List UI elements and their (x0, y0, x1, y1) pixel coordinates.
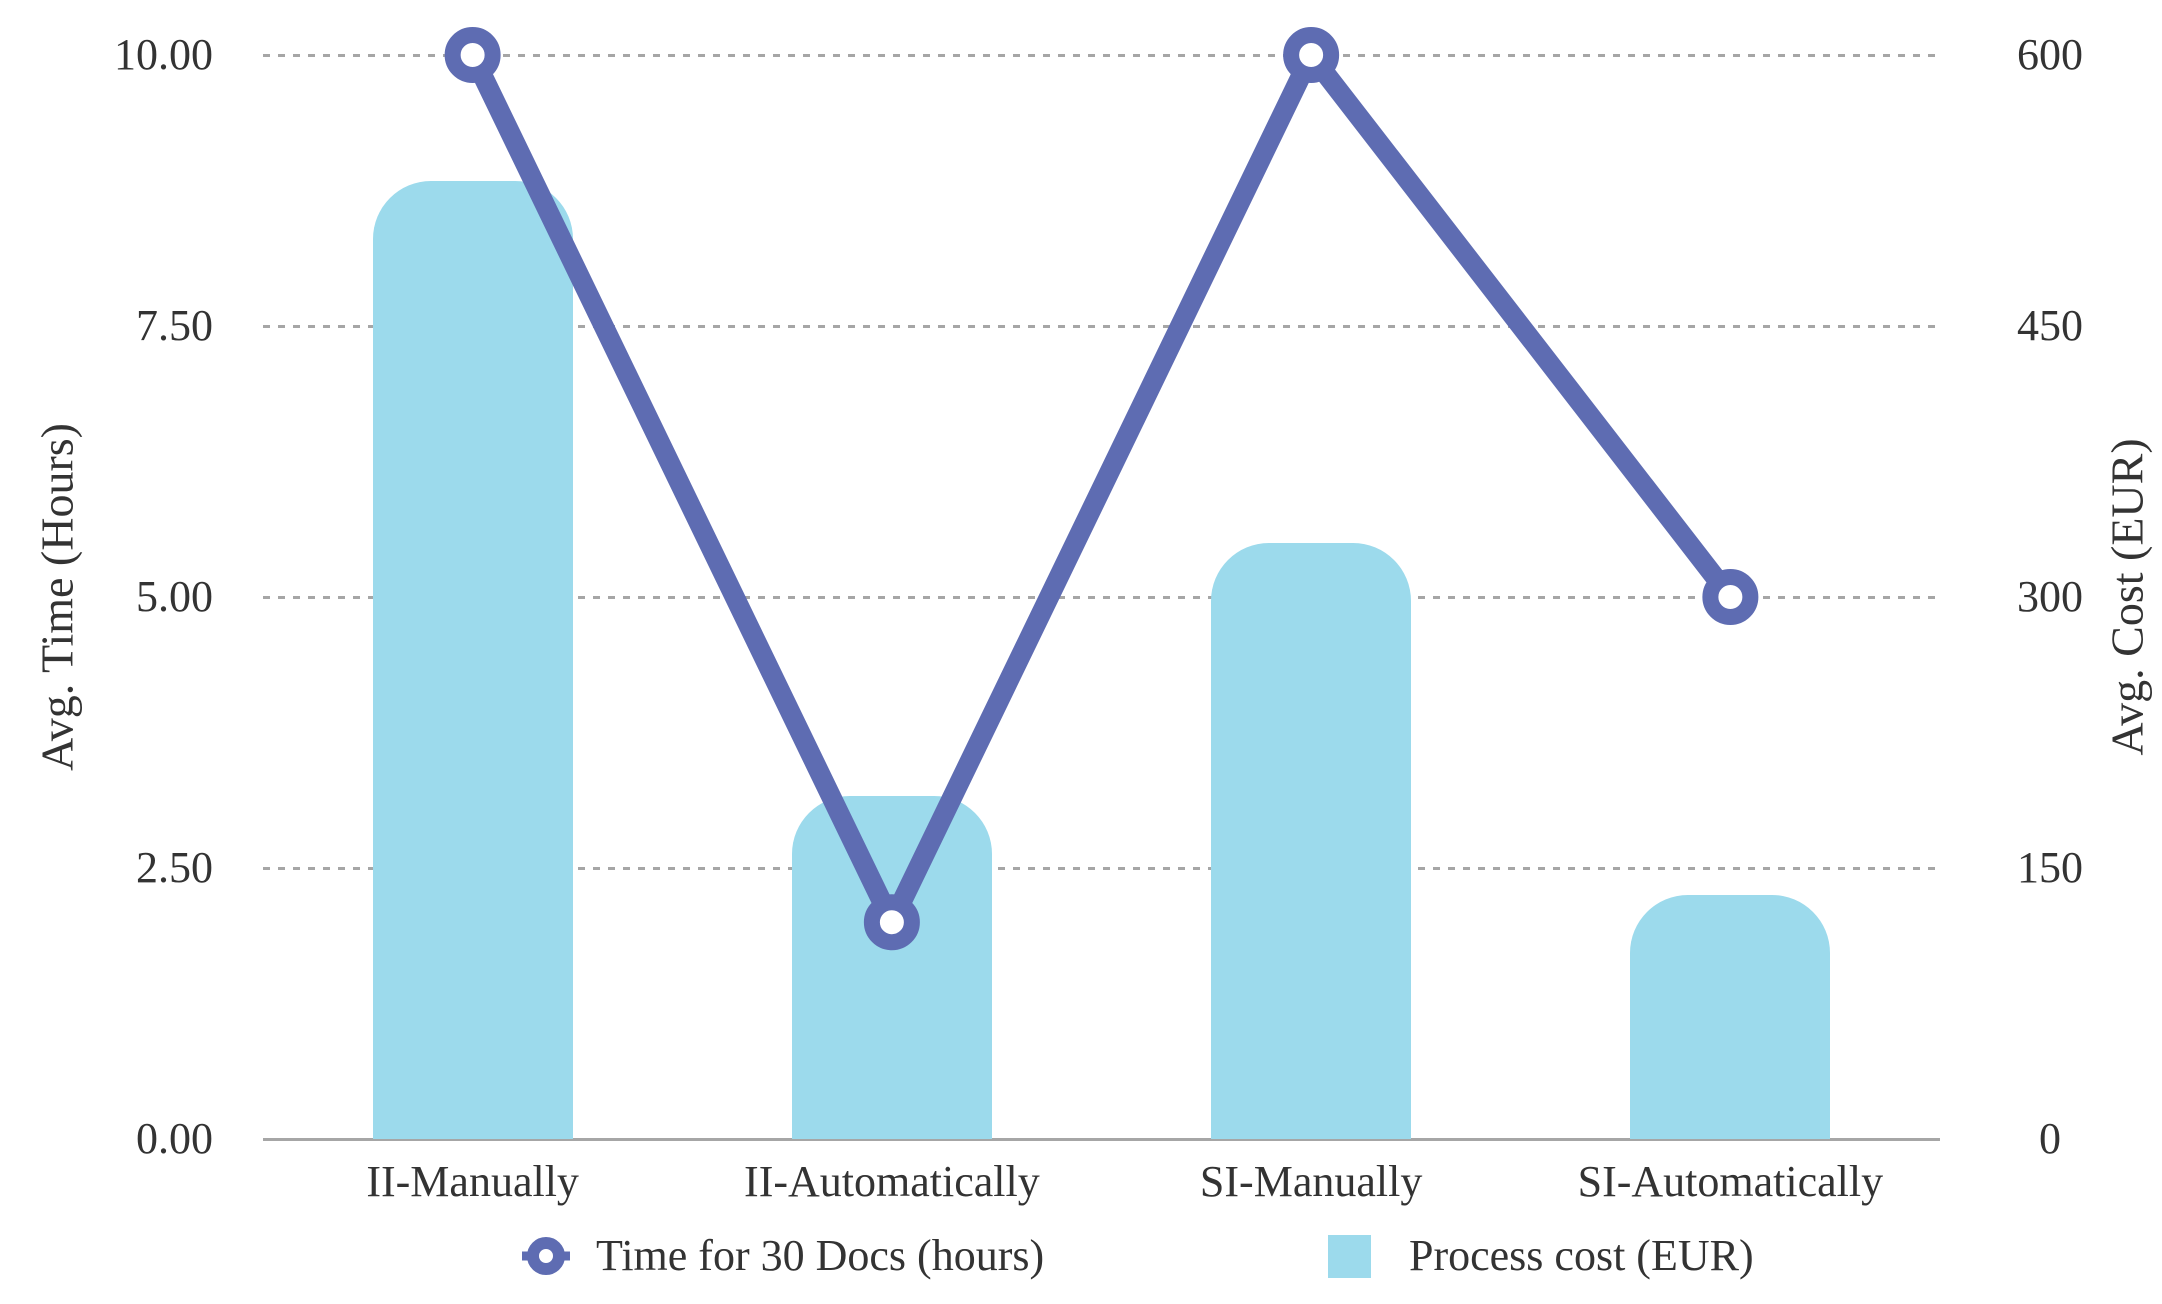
right-axis-tick: 450 (2017, 301, 2083, 350)
right-axis-tick: 150 (2017, 843, 2083, 892)
time-line (462, 45, 1741, 933)
right-axis-tick: 600 (2017, 30, 2083, 79)
category-label: II-Automatically (744, 1157, 1040, 1206)
gridline (263, 595, 1940, 599)
gridline (263, 53, 1940, 57)
line-marker (1702, 569, 1759, 625)
right-axis-title: Avg. Cost (EUR) (2101, 438, 2153, 756)
legend-item-time: Time for 30 Docs (hours) (522, 1230, 1044, 1282)
right-axis-tick: 300 (2017, 572, 2083, 621)
line-marker (1283, 27, 1340, 83)
gridline (263, 324, 1940, 328)
line-marker (444, 27, 501, 83)
left-axis-tick: 10.00 (114, 30, 213, 79)
line-marker (863, 894, 920, 951)
category-label: II-Manually (366, 1157, 579, 1206)
left-axis-title: Avg. Time (Hours) (31, 422, 83, 772)
line-legend-marker-icon (522, 1237, 570, 1275)
x-axis-line (263, 1137, 1940, 1141)
legend-label: Time for 30 Docs (hours) (596, 1231, 1045, 1280)
left-axis-tick: 5.00 (136, 572, 213, 621)
left-axis-tick: 2.50 (136, 843, 213, 892)
legend-label: Process cost (EUR) (1409, 1231, 1754, 1280)
left-axis-tick: 0.00 (136, 1114, 213, 1163)
bar-process-cost (791, 795, 992, 1139)
left-axis-tick: 7.50 (136, 301, 213, 350)
legend-item-cost: Process cost (EUR) (1328, 1230, 1754, 1282)
right-axis-tick: 0 (2039, 1114, 2061, 1163)
bar-process-cost (1630, 895, 1831, 1139)
bar-legend-swatch-icon (1328, 1234, 1371, 1278)
category-label: SI-Manually (1199, 1157, 1423, 1206)
gridline (263, 866, 1940, 870)
bar-process-cost (1211, 542, 1412, 1139)
category-label: SI-Automatically (1577, 1157, 1884, 1206)
bar-process-cost (372, 181, 573, 1139)
